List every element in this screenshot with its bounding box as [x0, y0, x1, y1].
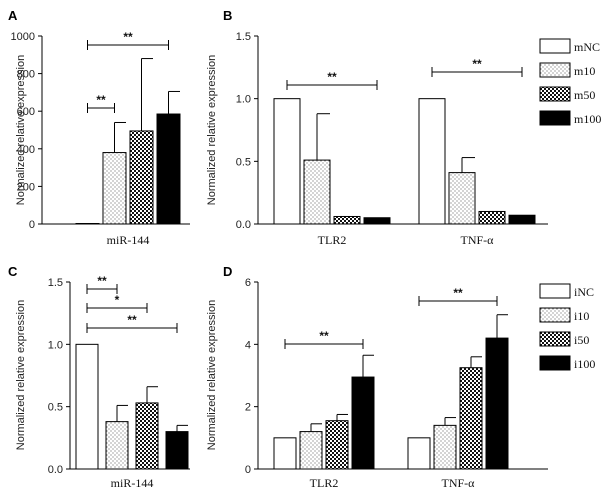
significance-label: ** — [123, 30, 133, 44]
y-tick-label: 0 — [245, 464, 251, 476]
bar-inc-1 — [407, 437, 431, 470]
significance-label: ** — [327, 70, 337, 84]
bar-mnc-0 — [273, 98, 301, 225]
y-tick-label: 800 — [17, 69, 35, 81]
bar-i10-0 — [299, 431, 323, 470]
legend-label: m10 — [574, 64, 595, 78]
panel-letter: D — [223, 264, 232, 279]
legend-swatch-i10 — [539, 307, 571, 323]
category-label: miR-144 — [107, 233, 150, 247]
y-tick-label: 0.5 — [48, 402, 63, 414]
y-tick-label: 600 — [17, 106, 35, 118]
y-tick-label: 6 — [245, 277, 251, 289]
y-tick-label: 4 — [245, 339, 251, 351]
y-tick-label: 0.5 — [236, 156, 251, 168]
bar-m50-1 — [478, 210, 506, 225]
significance-label: ** — [96, 93, 106, 107]
bar-i10-0 — [105, 421, 129, 470]
panel-letter: C — [8, 264, 18, 279]
legend-swatch-inc — [539, 283, 571, 299]
legend-swatch-m100 — [539, 110, 571, 126]
bar-inc-0 — [75, 343, 99, 470]
y-tick-label: 1000 — [11, 31, 35, 43]
bar-i50-1 — [459, 367, 483, 470]
category-label: TNF-α — [442, 476, 476, 490]
y-tick-label: 400 — [17, 144, 35, 156]
y-axis-label: Normalized relative expression — [206, 300, 218, 450]
bar-m10-0 — [303, 159, 331, 225]
legend-label: i100 — [574, 357, 595, 371]
bar-mnc-0 — [75, 223, 100, 225]
significance-label: ** — [319, 329, 329, 343]
panel-a: A Normalized relative expression 0 200 400 60… — [8, 8, 190, 247]
bar-i50-0 — [135, 402, 159, 470]
legend-label: mNC — [574, 40, 600, 54]
y-tick-label: 1.5 — [48, 277, 63, 289]
significance-label: * — [115, 293, 120, 307]
bar-m10-1 — [448, 172, 476, 225]
bar-mnc-1 — [418, 98, 446, 225]
y-tick-label: 1.0 — [236, 94, 251, 106]
bar-m100-0 — [363, 217, 391, 225]
legend-swatch-i100 — [539, 355, 571, 371]
legend-label: i10 — [574, 309, 589, 323]
legend-label: i50 — [574, 333, 589, 347]
y-tick-label: 0.0 — [236, 219, 251, 231]
y-tick-label: 0.0 — [48, 464, 63, 476]
y-tick-label: 1.5 — [236, 31, 251, 43]
panel-b: B Normalized relative expression 0.0 0.5 1.0… — [206, 8, 601, 247]
bar-m50-0 — [129, 130, 154, 225]
legend-swatch-m10 — [539, 62, 571, 78]
y-tick-label: 0 — [29, 219, 35, 231]
legend-swatch-i50 — [539, 331, 571, 347]
y-axis-label: Normalized relative expression — [206, 55, 218, 205]
category-label: TLR2 — [318, 233, 347, 247]
panel-d: D Normalized relative expression 0 2 4 6 TLR2 T… — [206, 264, 595, 490]
y-tick-label: 200 — [17, 181, 35, 193]
bar-i100-1 — [485, 337, 509, 470]
category-label: TLR2 — [310, 476, 339, 490]
legend-swatch-mnc — [539, 38, 571, 54]
panel-letter: B — [223, 8, 232, 23]
panel-letter: A — [8, 8, 18, 23]
bar-i100-0 — [165, 431, 189, 470]
legend-label: m50 — [574, 88, 595, 102]
significance-label: ** — [472, 57, 482, 71]
significance-label: ** — [97, 274, 107, 288]
y-axis-label: Normalized relative expression — [15, 55, 27, 205]
bar-m50-0 — [333, 215, 361, 225]
bar-i100-0 — [351, 376, 375, 470]
category-label: TNF-α — [461, 233, 495, 247]
significance-label: ** — [127, 313, 137, 327]
panel-c: C Normalized relative expression 0.0 0.5 1.0… — [8, 264, 190, 490]
legend-label: iNC — [574, 285, 594, 299]
legend-swatch-m50 — [539, 86, 571, 102]
bar-m10-0 — [102, 152, 127, 225]
bar-m100-1 — [508, 214, 536, 225]
y-tick-label: 2 — [245, 402, 251, 414]
bar-i50-0 — [325, 420, 349, 470]
category-label: miR-144 — [111, 476, 154, 490]
bar-m100-0 — [156, 113, 181, 225]
y-axis-label: Normalized relative expression — [15, 300, 27, 450]
legend-label: m100 — [574, 112, 601, 126]
significance-label: ** — [453, 286, 463, 300]
bar-i10-1 — [433, 424, 457, 470]
y-tick-label: 1.0 — [48, 339, 63, 351]
bar-inc-0 — [273, 437, 297, 470]
